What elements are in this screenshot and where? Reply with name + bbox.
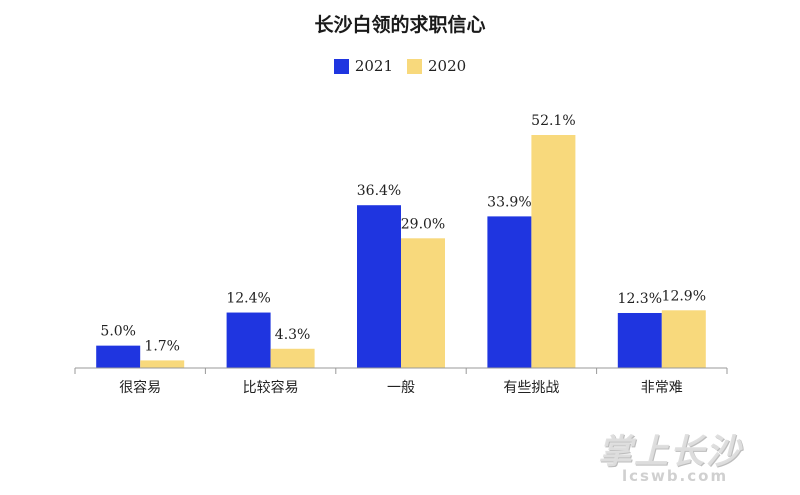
legend-item-2020: 2020 <box>407 57 466 75</box>
data-label-2021-3: 33.9% <box>487 194 531 210</box>
x-tick-label-2: 一般 <box>387 380 415 396</box>
data-label-2021-0: 5.0% <box>100 324 136 340</box>
data-label-2021-4: 12.3% <box>618 291 662 307</box>
x-tick-label-0: 很容易 <box>119 379 161 396</box>
legend-label-2020: 2020 <box>428 57 467 75</box>
bar-2020-0 <box>140 360 185 368</box>
chart-legend: 2021 2020 <box>0 57 800 75</box>
data-label-2020-0: 1.7% <box>144 338 180 354</box>
bar-2021-3 <box>487 216 532 368</box>
legend-label-2021: 2021 <box>354 57 393 75</box>
data-label-2020-2: 29.0% <box>401 216 445 232</box>
bar-2020-2 <box>401 238 445 368</box>
legend-item-2021: 2021 <box>333 57 393 75</box>
data-label-2020-3: 52.1% <box>531 113 575 129</box>
legend-swatch-2021 <box>333 58 349 74</box>
watermark-url: lcswb.com <box>622 467 729 485</box>
x-tick-label-1: 比较容易 <box>243 379 299 396</box>
data-label-2021-1: 12.4% <box>226 291 270 307</box>
data-label-2020-1: 4.3% <box>275 327 311 343</box>
chart-title: 长沙白领的求职信心 <box>314 14 486 36</box>
x-tick-label-3: 有些挑战 <box>503 380 559 396</box>
bar-2020-3 <box>531 135 576 368</box>
bar-2021-0 <box>96 345 141 368</box>
bar-2021-4 <box>617 312 662 368</box>
bar-2021-2 <box>357 205 401 368</box>
x-tick-label-4: 非常难 <box>641 380 683 396</box>
data-label-2021-2: 36.4% <box>357 183 401 199</box>
watermark-logo: 掌上长沙 <box>598 432 742 472</box>
bar-2020-1 <box>270 348 315 368</box>
bar-2021-1 <box>226 312 271 368</box>
legend-swatch-2020 <box>407 58 422 74</box>
data-label-2020-4: 12.9% <box>662 288 706 304</box>
bar-2020-4 <box>661 310 706 368</box>
